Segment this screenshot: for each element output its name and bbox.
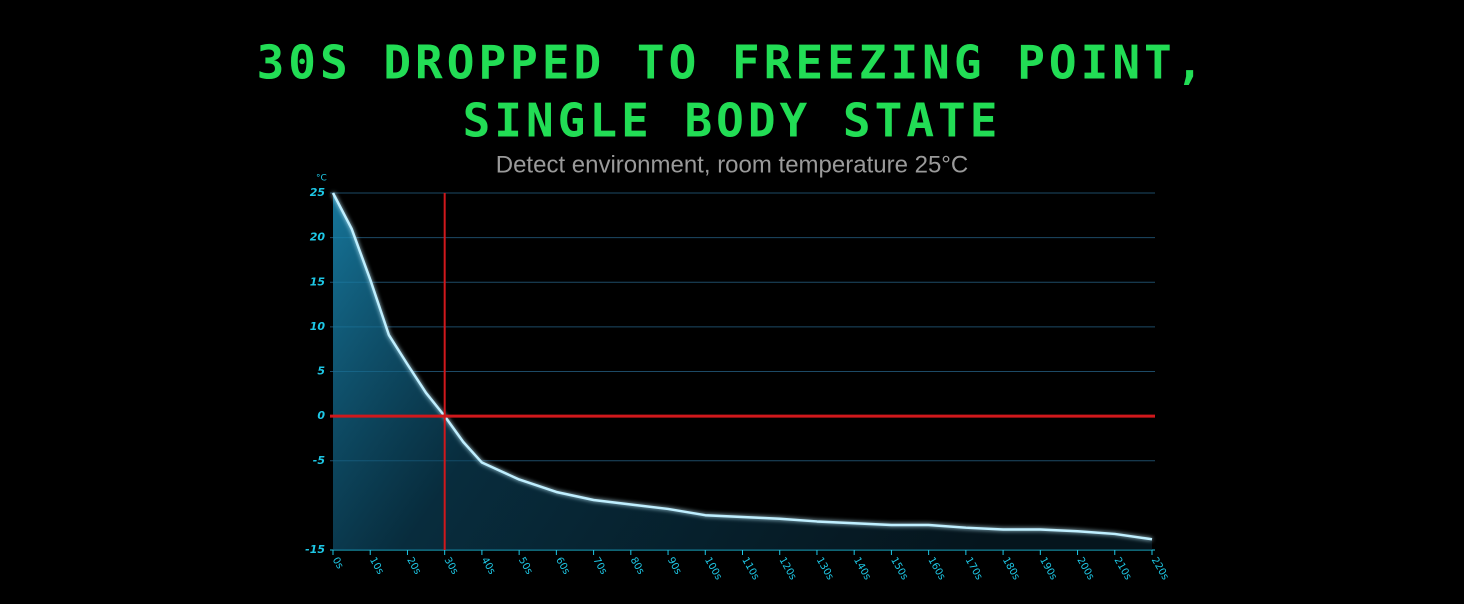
x-tick-label: 30s bbox=[441, 556, 459, 577]
x-tick-label: 210s bbox=[1112, 556, 1134, 583]
x-tick-label: 190s bbox=[1037, 556, 1059, 583]
line bbox=[331, 192, 1153, 541]
x-tick-label: 200s bbox=[1074, 556, 1096, 583]
area bbox=[333, 193, 1152, 550]
y-tick-label: 5 bbox=[317, 365, 325, 378]
y-tick-label: 0 bbox=[317, 409, 325, 422]
x-tick-label: 220s bbox=[1149, 556, 1171, 583]
chart-title: SINGLE BODY STATE bbox=[463, 94, 1002, 148]
x-tick-label: 100s bbox=[702, 556, 724, 583]
x-tick-label: 20s bbox=[404, 556, 422, 577]
chart-subtitle: Detect environment, room temperature 25°… bbox=[496, 151, 968, 178]
y-tick-label: 10 bbox=[310, 320, 326, 333]
x-tick-label: 10s bbox=[367, 556, 385, 577]
x-tick-label: 140s bbox=[851, 556, 873, 583]
x-tick-label: 70s bbox=[590, 556, 608, 577]
x-tick-label: 150s bbox=[888, 556, 910, 583]
y-tick-label: -15 bbox=[305, 543, 325, 556]
x-tick-label: 120s bbox=[777, 556, 799, 583]
x-tick-label: 60s bbox=[553, 556, 571, 577]
x-tick-label: 160s bbox=[925, 556, 947, 583]
y-tick-label: 15 bbox=[310, 275, 326, 288]
y-unit: °C bbox=[316, 174, 327, 184]
x-tick-label: 130s bbox=[814, 556, 836, 583]
x-tick-label: 80s bbox=[628, 556, 646, 577]
y-tick-label: -5 bbox=[313, 454, 326, 467]
x-tick-label: 50s bbox=[516, 556, 534, 577]
x-tick-label: 110s bbox=[739, 556, 761, 583]
y-tick-label: 20 bbox=[310, 231, 326, 244]
x-tick-label: 90s bbox=[665, 556, 683, 577]
x-tick-label: 170s bbox=[963, 556, 985, 583]
x-tick-label: 180s bbox=[1000, 556, 1022, 583]
x-tick-label: 0s bbox=[330, 556, 345, 572]
chart-title: 30S DROPPED TO FREEZING POINT, bbox=[257, 36, 1208, 90]
x-tick-label: 40s bbox=[479, 556, 497, 577]
y-tick-label: 25 bbox=[310, 186, 326, 199]
